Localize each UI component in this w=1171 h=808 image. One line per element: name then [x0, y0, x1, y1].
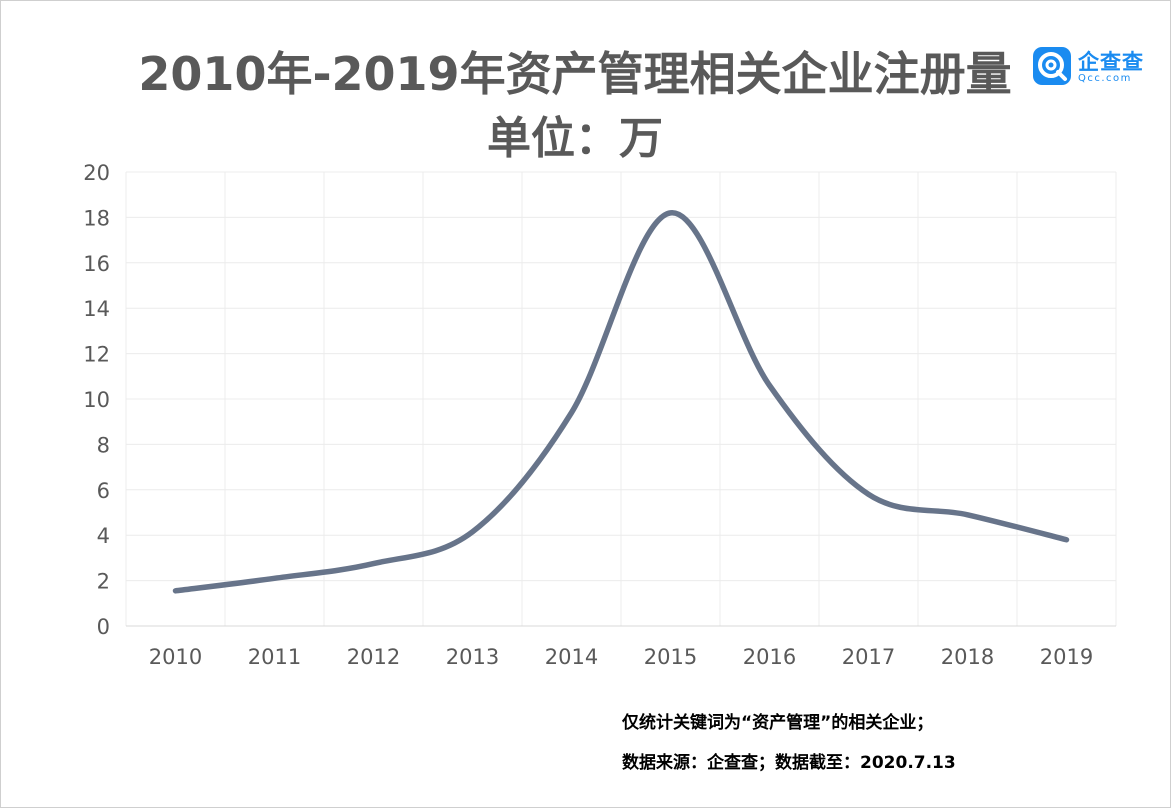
chart-subtitle-unit: 单位：万 [487, 113, 663, 164]
x-tick-label: 2011 [248, 645, 301, 669]
x-tick-label: 2012 [347, 645, 400, 669]
footnote-source: 数据来源：企查查；数据截至：2020.7.13 [622, 753, 956, 773]
x-tick-label: 2013 [446, 645, 499, 669]
y-tick-label: 18 [83, 206, 110, 230]
chart-title: 2010年-2019年资产管理相关企业注册量 [138, 47, 1012, 101]
qcc-logo-icon [1033, 47, 1071, 85]
x-tick-label: 2015 [644, 645, 697, 669]
qcc-logo-domain: Qcc.com [1078, 73, 1132, 84]
x-tick-label: 2017 [842, 645, 895, 669]
y-tick-label: 2 [97, 570, 110, 594]
x-tick-label: 2016 [743, 645, 796, 669]
x-tick-label: 2014 [545, 645, 598, 669]
y-tick-label: 4 [97, 524, 110, 548]
y-tick-label: 8 [97, 433, 110, 457]
series-line [172, 210, 1070, 594]
y-tick-label: 12 [83, 343, 110, 367]
y-tick-label: 10 [83, 388, 110, 412]
y-tick-label: 20 [83, 161, 110, 185]
y-tick-label: 0 [97, 615, 110, 639]
qcc-logo-name: 企查查 [1078, 50, 1144, 74]
y-tick-label: 6 [97, 479, 110, 503]
qcc-logo: 企查查 Qcc.com [1032, 44, 1150, 92]
y-tick-label: 16 [83, 252, 110, 276]
x-tick-label: 2010 [149, 645, 202, 669]
footnote-scope: 仅统计关键词为“资产管理”的相关企业； [622, 713, 934, 733]
x-tick-label: 2018 [941, 645, 994, 669]
x-tick-label: 2019 [1040, 645, 1093, 669]
y-tick-label: 14 [83, 297, 110, 321]
